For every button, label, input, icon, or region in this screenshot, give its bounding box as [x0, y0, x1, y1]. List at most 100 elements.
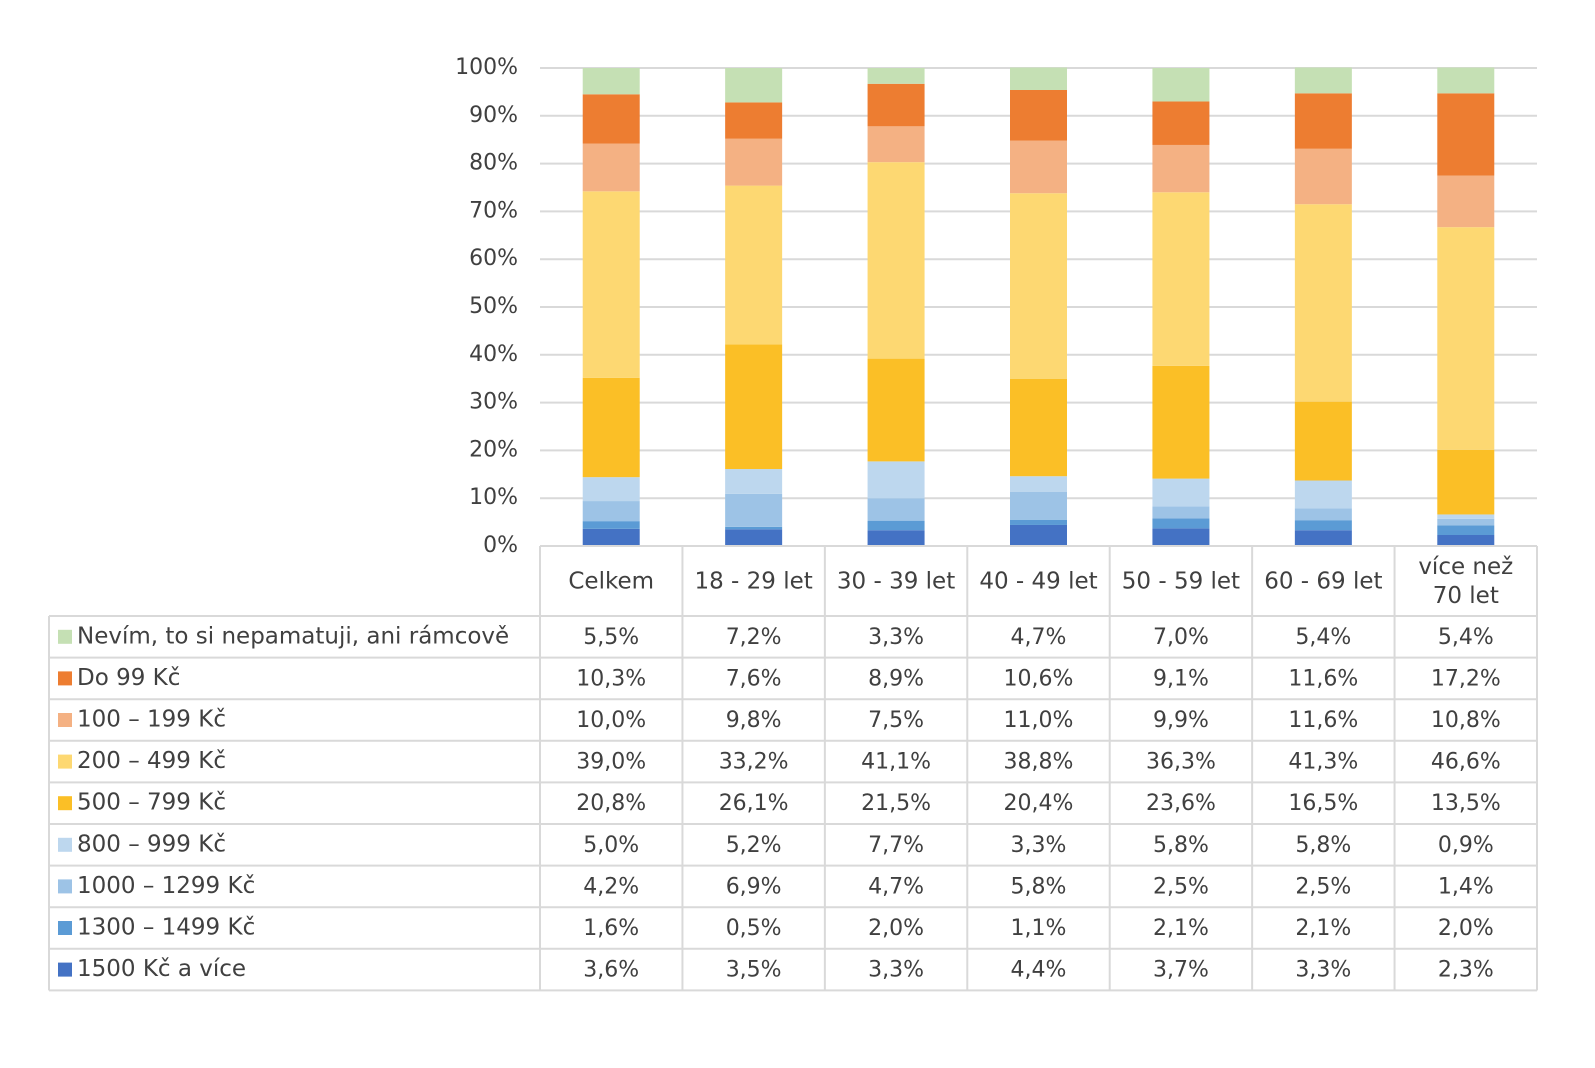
- data-table-cell: 13,5%: [1431, 791, 1501, 816]
- data-table-cell: 3,7%: [1153, 958, 1209, 983]
- data-table-cell: 2,5%: [1295, 874, 1351, 899]
- data-table-cell: 2,3%: [1438, 958, 1494, 983]
- legend-swatch: [58, 796, 72, 811]
- data-table-cell: 3,3%: [868, 958, 924, 983]
- bar-segment: [1152, 518, 1210, 529]
- legend-swatch: [58, 754, 72, 769]
- y-tick-label: 50%: [469, 294, 518, 319]
- data-table-cell: 4,2%: [583, 874, 639, 899]
- y-tick-label: 0%: [483, 533, 518, 558]
- bar-segment: [582, 521, 640, 529]
- data-table-cell: 5,4%: [1295, 625, 1351, 650]
- bar-segment: [1437, 535, 1495, 546]
- data-table-cell: 10,8%: [1431, 708, 1501, 733]
- bar-segment: [725, 344, 783, 470]
- bar-segment: [1294, 530, 1352, 546]
- bar-segment: [1010, 193, 1067, 379]
- bar-segment: [867, 83, 925, 127]
- bar-segment: [1010, 378, 1067, 477]
- data-table-cell: 3,3%: [1011, 833, 1067, 858]
- y-tick-label: 80%: [469, 151, 518, 176]
- bar-segment: [1437, 67, 1495, 94]
- bar-segment: [1294, 204, 1352, 402]
- data-table-cell: 38,8%: [1004, 750, 1074, 775]
- data-table-cell: 10,0%: [576, 708, 646, 733]
- data-table-cell: 9,8%: [726, 708, 782, 733]
- data-table-cell: 3,6%: [583, 958, 639, 983]
- x-category-label: 70 let: [1433, 583, 1499, 609]
- legend-swatch: [58, 921, 72, 935]
- bar-segment: [582, 528, 640, 546]
- data-table-cell: 10,3%: [576, 666, 646, 691]
- y-tick-label: 100%: [455, 55, 518, 80]
- bar-segment: [1152, 101, 1210, 145]
- data-table-cell: 7,5%: [868, 708, 924, 733]
- data-table-cell: 2,0%: [1438, 916, 1494, 941]
- data-table-cell: 21,5%: [861, 791, 931, 816]
- bar-segment: [725, 469, 783, 494]
- bar-segment: [725, 529, 783, 546]
- bar-segment: [1294, 520, 1352, 531]
- data-table-cell: 6,9%: [726, 874, 782, 899]
- x-category-label: 40 - 49 let: [979, 569, 1097, 595]
- data-table-cell: 11,0%: [1004, 708, 1074, 733]
- legend-swatch: [58, 837, 72, 852]
- y-tick-label: 60%: [469, 246, 518, 271]
- bar-segment: [725, 526, 783, 530]
- legend-swatch: [58, 629, 72, 644]
- bar-segment: [867, 461, 925, 499]
- data-table-cell: 2,1%: [1153, 916, 1209, 941]
- legend-label: Nevím, to si nepamatuji, ani rámcově: [77, 623, 509, 649]
- legend-swatch: [58, 713, 72, 727]
- data-table-cell: 46,6%: [1431, 750, 1501, 775]
- data-table-cell: 1,6%: [583, 916, 639, 941]
- bar-segment: [1294, 508, 1352, 521]
- bar-segment: [1010, 67, 1067, 90]
- bar-segment: [1437, 525, 1495, 536]
- bar-segment: [1294, 93, 1352, 149]
- data-table-cell: 3,5%: [726, 958, 782, 983]
- data-table-cell: 5,8%: [1011, 874, 1067, 899]
- x-category-label: 30 - 39 let: [837, 569, 955, 595]
- y-tick-label: 90%: [469, 103, 518, 128]
- bar-segment: [725, 102, 783, 139]
- data-table-cell: 5,8%: [1295, 833, 1351, 858]
- data-table-cell: 2,0%: [868, 916, 924, 941]
- data-table-cell: 20,4%: [1004, 791, 1074, 816]
- legend-label: 200 – 499 Kč: [77, 748, 226, 774]
- bar-segment: [867, 498, 925, 521]
- bar-segment: [867, 358, 925, 462]
- x-category-label: Celkem: [568, 569, 654, 595]
- data-table-cell: 4,7%: [1011, 625, 1067, 650]
- data-table-cell: 4,7%: [868, 874, 924, 899]
- y-tick-label: 70%: [469, 198, 518, 223]
- data-table-cell: 7,7%: [868, 833, 924, 858]
- data-table-cell: 26,1%: [719, 791, 789, 816]
- data-table-cell: 10,6%: [1004, 666, 1074, 691]
- data-table-cell: 7,2%: [726, 625, 782, 650]
- data-table-cell: 1,4%: [1438, 874, 1494, 899]
- bar-segment: [725, 68, 783, 103]
- y-tick-label: 40%: [469, 342, 518, 367]
- x-category-label: 60 - 69 let: [1264, 569, 1382, 595]
- bar-segment: [1294, 67, 1352, 94]
- bar-segment: [1437, 518, 1495, 526]
- bar-segment: [582, 143, 640, 192]
- bar-segment: [1437, 227, 1495, 450]
- bar-segment: [725, 185, 783, 345]
- data-table-cell: 1,1%: [1011, 916, 1067, 941]
- bar-segment: [582, 477, 640, 502]
- bar-segment: [1294, 480, 1352, 509]
- data-table-cell: 7,6%: [726, 666, 782, 691]
- legend-label: 1000 – 1299 Kč: [77, 873, 255, 899]
- bar-segment: [1010, 524, 1067, 546]
- x-category-label: 50 - 59 let: [1122, 569, 1240, 595]
- data-table-cell: 2,1%: [1295, 916, 1351, 941]
- data-table-cell: 4,4%: [1011, 958, 1067, 983]
- bar-segment: [867, 520, 925, 531]
- bar-segment: [582, 191, 640, 378]
- bar-segment: [725, 493, 783, 527]
- bar-segment: [867, 126, 925, 163]
